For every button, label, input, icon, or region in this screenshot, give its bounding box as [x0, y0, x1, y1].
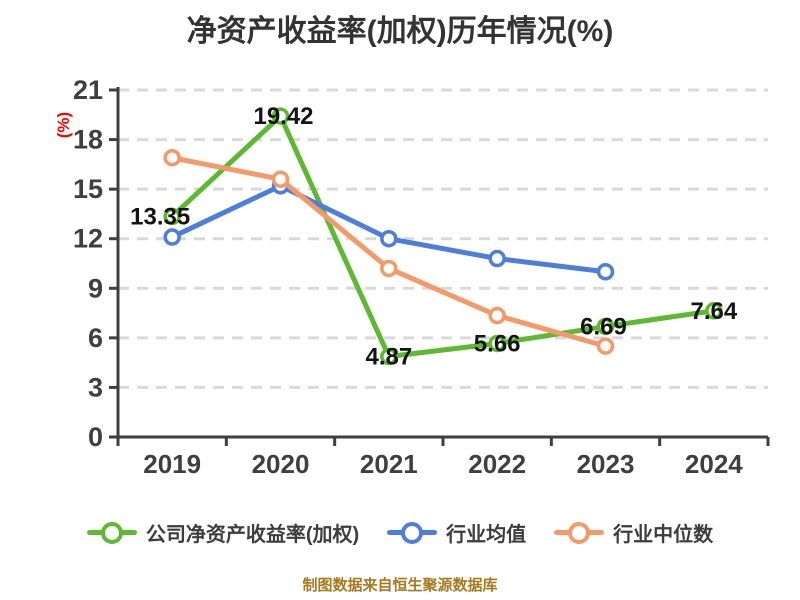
data-point [488, 306, 506, 325]
point-label: 7.64 [690, 298, 737, 325]
y-tick-label: 15 [73, 174, 103, 204]
x-tick-label: 2021 [360, 449, 418, 479]
y-tick-label: 18 [73, 125, 103, 155]
data-point [596, 317, 615, 336]
data-source-caption: 制图数据来自恒生聚源数据库 [302, 577, 498, 594]
axes: 0 3 6 9 12 15 18 21 2019 2020 2021 2022 2023 2024 [73, 75, 770, 479]
chart-legend: 公司净资产收益率(加权) 行业均值 行业中位数 [0, 518, 800, 547]
y-tick-label: 0 [88, 422, 103, 452]
data-point [705, 302, 723, 320]
point-label: 4.87 [365, 344, 412, 371]
data-point [163, 228, 181, 246]
chart-title: 净资产收益率(加权)历年情况(%) [186, 15, 614, 48]
data-point [488, 334, 506, 353]
data-point [271, 107, 290, 125]
legend-item-industry-median[interactable]: 行业中位数 [554, 518, 713, 547]
y-tick-label: 21 [73, 75, 103, 105]
point-label: 5.66 [474, 330, 521, 357]
data-point [596, 263, 615, 281]
legend-label: 行业均值 [446, 524, 527, 546]
legend-item-industry-mean[interactable]: 行业均值 [387, 518, 526, 547]
legend-circle-icon [568, 521, 591, 544]
legend-line-marker-orange [554, 521, 605, 544]
data-point [380, 347, 398, 366]
y-tick-label: 12 [73, 224, 103, 254]
legend-line-marker-blue [387, 521, 438, 544]
x-tick-label: 2019 [143, 449, 201, 479]
data-point [380, 259, 398, 278]
point-label: 13.35 [130, 203, 190, 230]
legend-line-marker-green [86, 521, 137, 544]
legend-label: 行业中位数 [613, 524, 714, 546]
legend-item-company-roe[interactable]: 公司净资产收益率(加权) [86, 518, 360, 547]
data-point [488, 249, 506, 268]
data-point [596, 337, 615, 355]
data-point [163, 207, 181, 226]
series-2 [163, 148, 615, 355]
data-point [380, 229, 398, 248]
x-tick-label: 2024 [685, 449, 743, 479]
legend-circle-icon [100, 521, 123, 544]
y-tick-label: 3 [88, 372, 103, 402]
point-labels: 13.35 19.42 4.87 5.66 6.69 7.64 [130, 103, 738, 370]
series-0 [163, 107, 723, 366]
legend-label: 公司净资产收益率(加权) [145, 524, 360, 546]
point-label: 19.42 [253, 103, 313, 130]
x-tick-label: 2023 [577, 449, 635, 479]
y-tick-label: 9 [88, 273, 103, 303]
point-label: 6.69 [580, 313, 627, 340]
gridlines [118, 88, 768, 389]
data-point [163, 148, 181, 167]
y-tick-label: 6 [88, 323, 103, 353]
data-point [271, 170, 290, 188]
legend-circle-icon [401, 521, 424, 544]
x-tick-label: 2022 [468, 449, 526, 479]
x-tick-label: 2020 [252, 449, 310, 479]
